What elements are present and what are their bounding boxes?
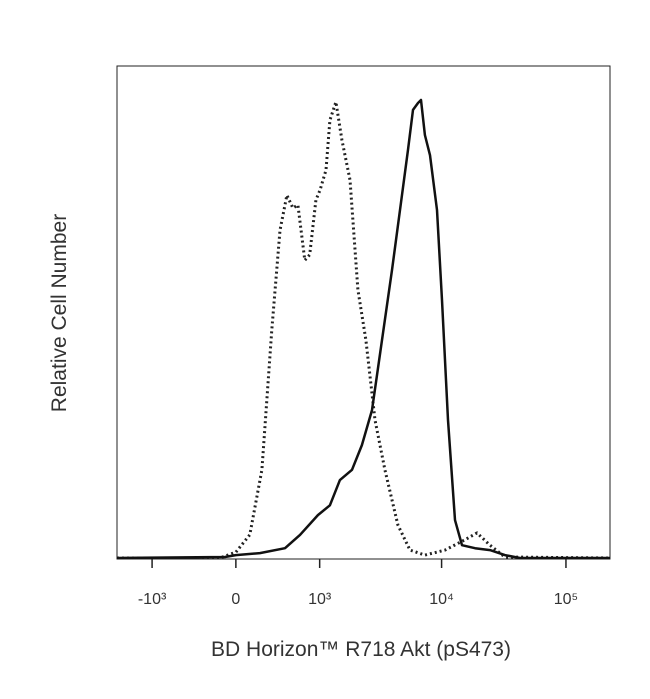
plot-frame bbox=[116, 65, 611, 560]
y-axis-label: Relative Cell Number bbox=[48, 214, 71, 412]
histogram-line bbox=[116, 98, 610, 560]
x-tick-label: 10⁴ bbox=[429, 591, 454, 608]
histogram-line bbox=[117, 100, 611, 560]
x-tick-label: -10³ bbox=[138, 591, 167, 608]
x-tick-label: 10³ bbox=[308, 591, 332, 608]
x-tick-label: 10⁵ bbox=[554, 591, 578, 608]
x-axis-label: BD Horizon™ R718 Akt (pS473) bbox=[211, 638, 511, 661]
x-tick-label: 0 bbox=[231, 591, 240, 608]
